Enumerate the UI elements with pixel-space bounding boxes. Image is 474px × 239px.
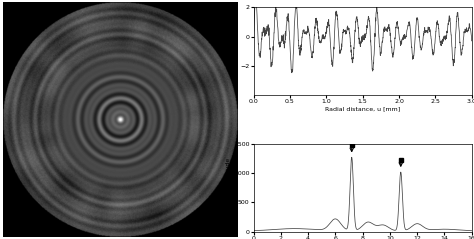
X-axis label: Radial distance, u [mm]: Radial distance, u [mm] (325, 106, 400, 111)
Y-axis label: Relative amplitude: Relative amplitude (226, 158, 231, 217)
Y-axis label: I_n(u): I_n(u) (232, 42, 237, 60)
